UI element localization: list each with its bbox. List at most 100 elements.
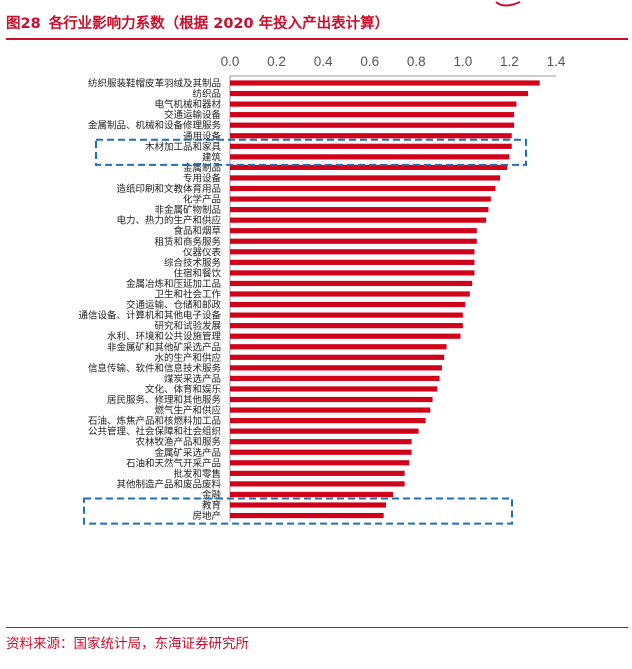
x-tick-label: 1.4 bbox=[547, 54, 566, 69]
category-label: 批发和零售 bbox=[173, 468, 221, 480]
bar bbox=[230, 375, 440, 381]
bar bbox=[230, 418, 426, 424]
logo-mark-icon bbox=[495, 1, 521, 7]
bar bbox=[230, 386, 438, 392]
category-label: 住宿和餐饮 bbox=[173, 267, 221, 279]
figure-title-text: 各行业影响力系数（根据 2020 年投入产出表计算） bbox=[48, 16, 390, 32]
category-label: 仪器仪表 bbox=[183, 246, 222, 258]
category-label: 建筑 bbox=[202, 151, 222, 163]
category-label: 电力、热力的生产和供应 bbox=[116, 215, 221, 227]
category-label: 金属矿采选产品 bbox=[154, 447, 221, 459]
highlight-box bbox=[83, 497, 513, 525]
bar bbox=[230, 439, 412, 445]
bar bbox=[230, 249, 475, 255]
highlight-box bbox=[95, 138, 527, 166]
bar bbox=[230, 428, 419, 434]
bar bbox=[230, 280, 473, 287]
category-label: 农林牧渔产品和服务 bbox=[135, 436, 221, 448]
bar bbox=[230, 185, 496, 192]
category-label: 租赁和商务服务 bbox=[154, 236, 221, 248]
category-label: 纺织服装鞋帽皮革羽绒及其制品 bbox=[88, 78, 221, 90]
category-label: 专用设备 bbox=[183, 172, 222, 184]
bar bbox=[230, 259, 475, 265]
category-label: 交通运输、仓储和邮政 bbox=[126, 299, 222, 311]
bar bbox=[230, 112, 515, 118]
bar bbox=[230, 344, 447, 350]
category-label: 房地产 bbox=[192, 510, 221, 522]
category-label: 煤炭采选产品 bbox=[164, 373, 221, 385]
x-tick-label: 1.2 bbox=[500, 54, 519, 69]
bar bbox=[230, 449, 412, 455]
bar bbox=[230, 90, 529, 97]
bar bbox=[230, 175, 501, 181]
category-label: 水利、环境和公共设施管理 bbox=[107, 331, 222, 343]
x-tick-label: 0.2 bbox=[267, 54, 286, 69]
category-label: 金属制品、机械和设备修理服务 bbox=[88, 120, 222, 132]
category-label: 卫生和社会工作 bbox=[154, 289, 221, 301]
x-tick-label: 0.4 bbox=[314, 54, 333, 69]
category-label: 水的生产和供应 bbox=[154, 352, 221, 364]
category-label: 燃气生产和供应 bbox=[154, 405, 221, 417]
category-label: 纺织品 bbox=[192, 88, 221, 100]
bar bbox=[230, 470, 405, 476]
figure-title: 图28 各行业影响力系数（根据 2020 年投入产出表计算） bbox=[6, 14, 389, 34]
bar bbox=[230, 354, 445, 360]
source-note: 资料来源：国家统计局，东海证券研究所 bbox=[6, 636, 249, 652]
bar bbox=[230, 491, 393, 498]
category-label: 公共管理、社会保障和社会组织 bbox=[88, 426, 221, 438]
bar bbox=[230, 80, 540, 86]
bar bbox=[230, 122, 515, 128]
bar bbox=[230, 460, 410, 466]
category-label: 食品和烟草 bbox=[173, 225, 221, 237]
category-label: 教育 bbox=[202, 500, 221, 512]
bar-chart: 0.0 0.2 0.4 0.6 0.8 1.0 1.2 1.4 纺织服装鞋帽皮革羽绒及其制品纺织… bbox=[78, 54, 566, 525]
bar bbox=[230, 238, 477, 244]
category-label: 居民服务、修理和其他服务 bbox=[107, 394, 222, 406]
bar bbox=[230, 154, 510, 160]
bar bbox=[230, 365, 442, 371]
category-label: 非金属矿和其他矿采选产品 bbox=[107, 341, 221, 353]
category-label: 通信设备、计算机和其他电子设备 bbox=[78, 310, 221, 322]
bar bbox=[230, 217, 487, 223]
category-label: 石油和天然气开采产品 bbox=[126, 457, 221, 469]
category-label: 综合技术服务 bbox=[164, 257, 222, 269]
bar bbox=[230, 196, 491, 202]
figure-number: 图28 bbox=[6, 16, 41, 32]
bar bbox=[230, 481, 405, 487]
bar bbox=[230, 228, 477, 234]
bar bbox=[230, 101, 517, 107]
category-label: 信息传输、软件和信息技术服务 bbox=[88, 362, 222, 374]
x-tick-label: 0.0 bbox=[221, 54, 240, 69]
bar bbox=[230, 301, 466, 308]
footer-rule bbox=[6, 627, 628, 628]
category-label: 文化、体育和娱乐 bbox=[145, 383, 222, 395]
bar bbox=[230, 164, 508, 170]
bar bbox=[230, 502, 387, 508]
category-label: 电气机械和器材 bbox=[154, 99, 221, 111]
category-label: 金属冶炼和压延加工品 bbox=[126, 278, 221, 290]
bar bbox=[230, 270, 475, 276]
bar bbox=[230, 312, 463, 318]
category-label: 化学产品 bbox=[183, 194, 221, 206]
bar bbox=[230, 143, 512, 149]
x-tick-label: 0.6 bbox=[360, 54, 379, 69]
category-label: 造纸印刷和文教体育用品 bbox=[116, 183, 221, 195]
category-label: 木材加工品和家具 bbox=[145, 141, 222, 153]
bar bbox=[230, 207, 489, 213]
category-label: 其他制造产品和废品废料 bbox=[116, 478, 221, 490]
bar bbox=[230, 333, 461, 339]
category-label: 研究和试验发展 bbox=[154, 320, 221, 332]
category-label: 非金属矿物制品 bbox=[154, 204, 221, 216]
bar bbox=[230, 512, 384, 519]
bar bbox=[230, 396, 433, 403]
x-tick-label: 1.0 bbox=[453, 54, 472, 69]
bar bbox=[230, 323, 463, 329]
title-rule bbox=[6, 38, 628, 40]
category-label: 金属制品 bbox=[183, 162, 221, 174]
category-label: 交通运输设备 bbox=[164, 109, 222, 121]
category-label: 石油、炼焦产品和核燃料加工品 bbox=[88, 415, 221, 427]
bar bbox=[230, 133, 512, 139]
bar bbox=[230, 291, 470, 297]
bar bbox=[230, 407, 431, 413]
x-tick-label: 0.8 bbox=[407, 54, 426, 69]
